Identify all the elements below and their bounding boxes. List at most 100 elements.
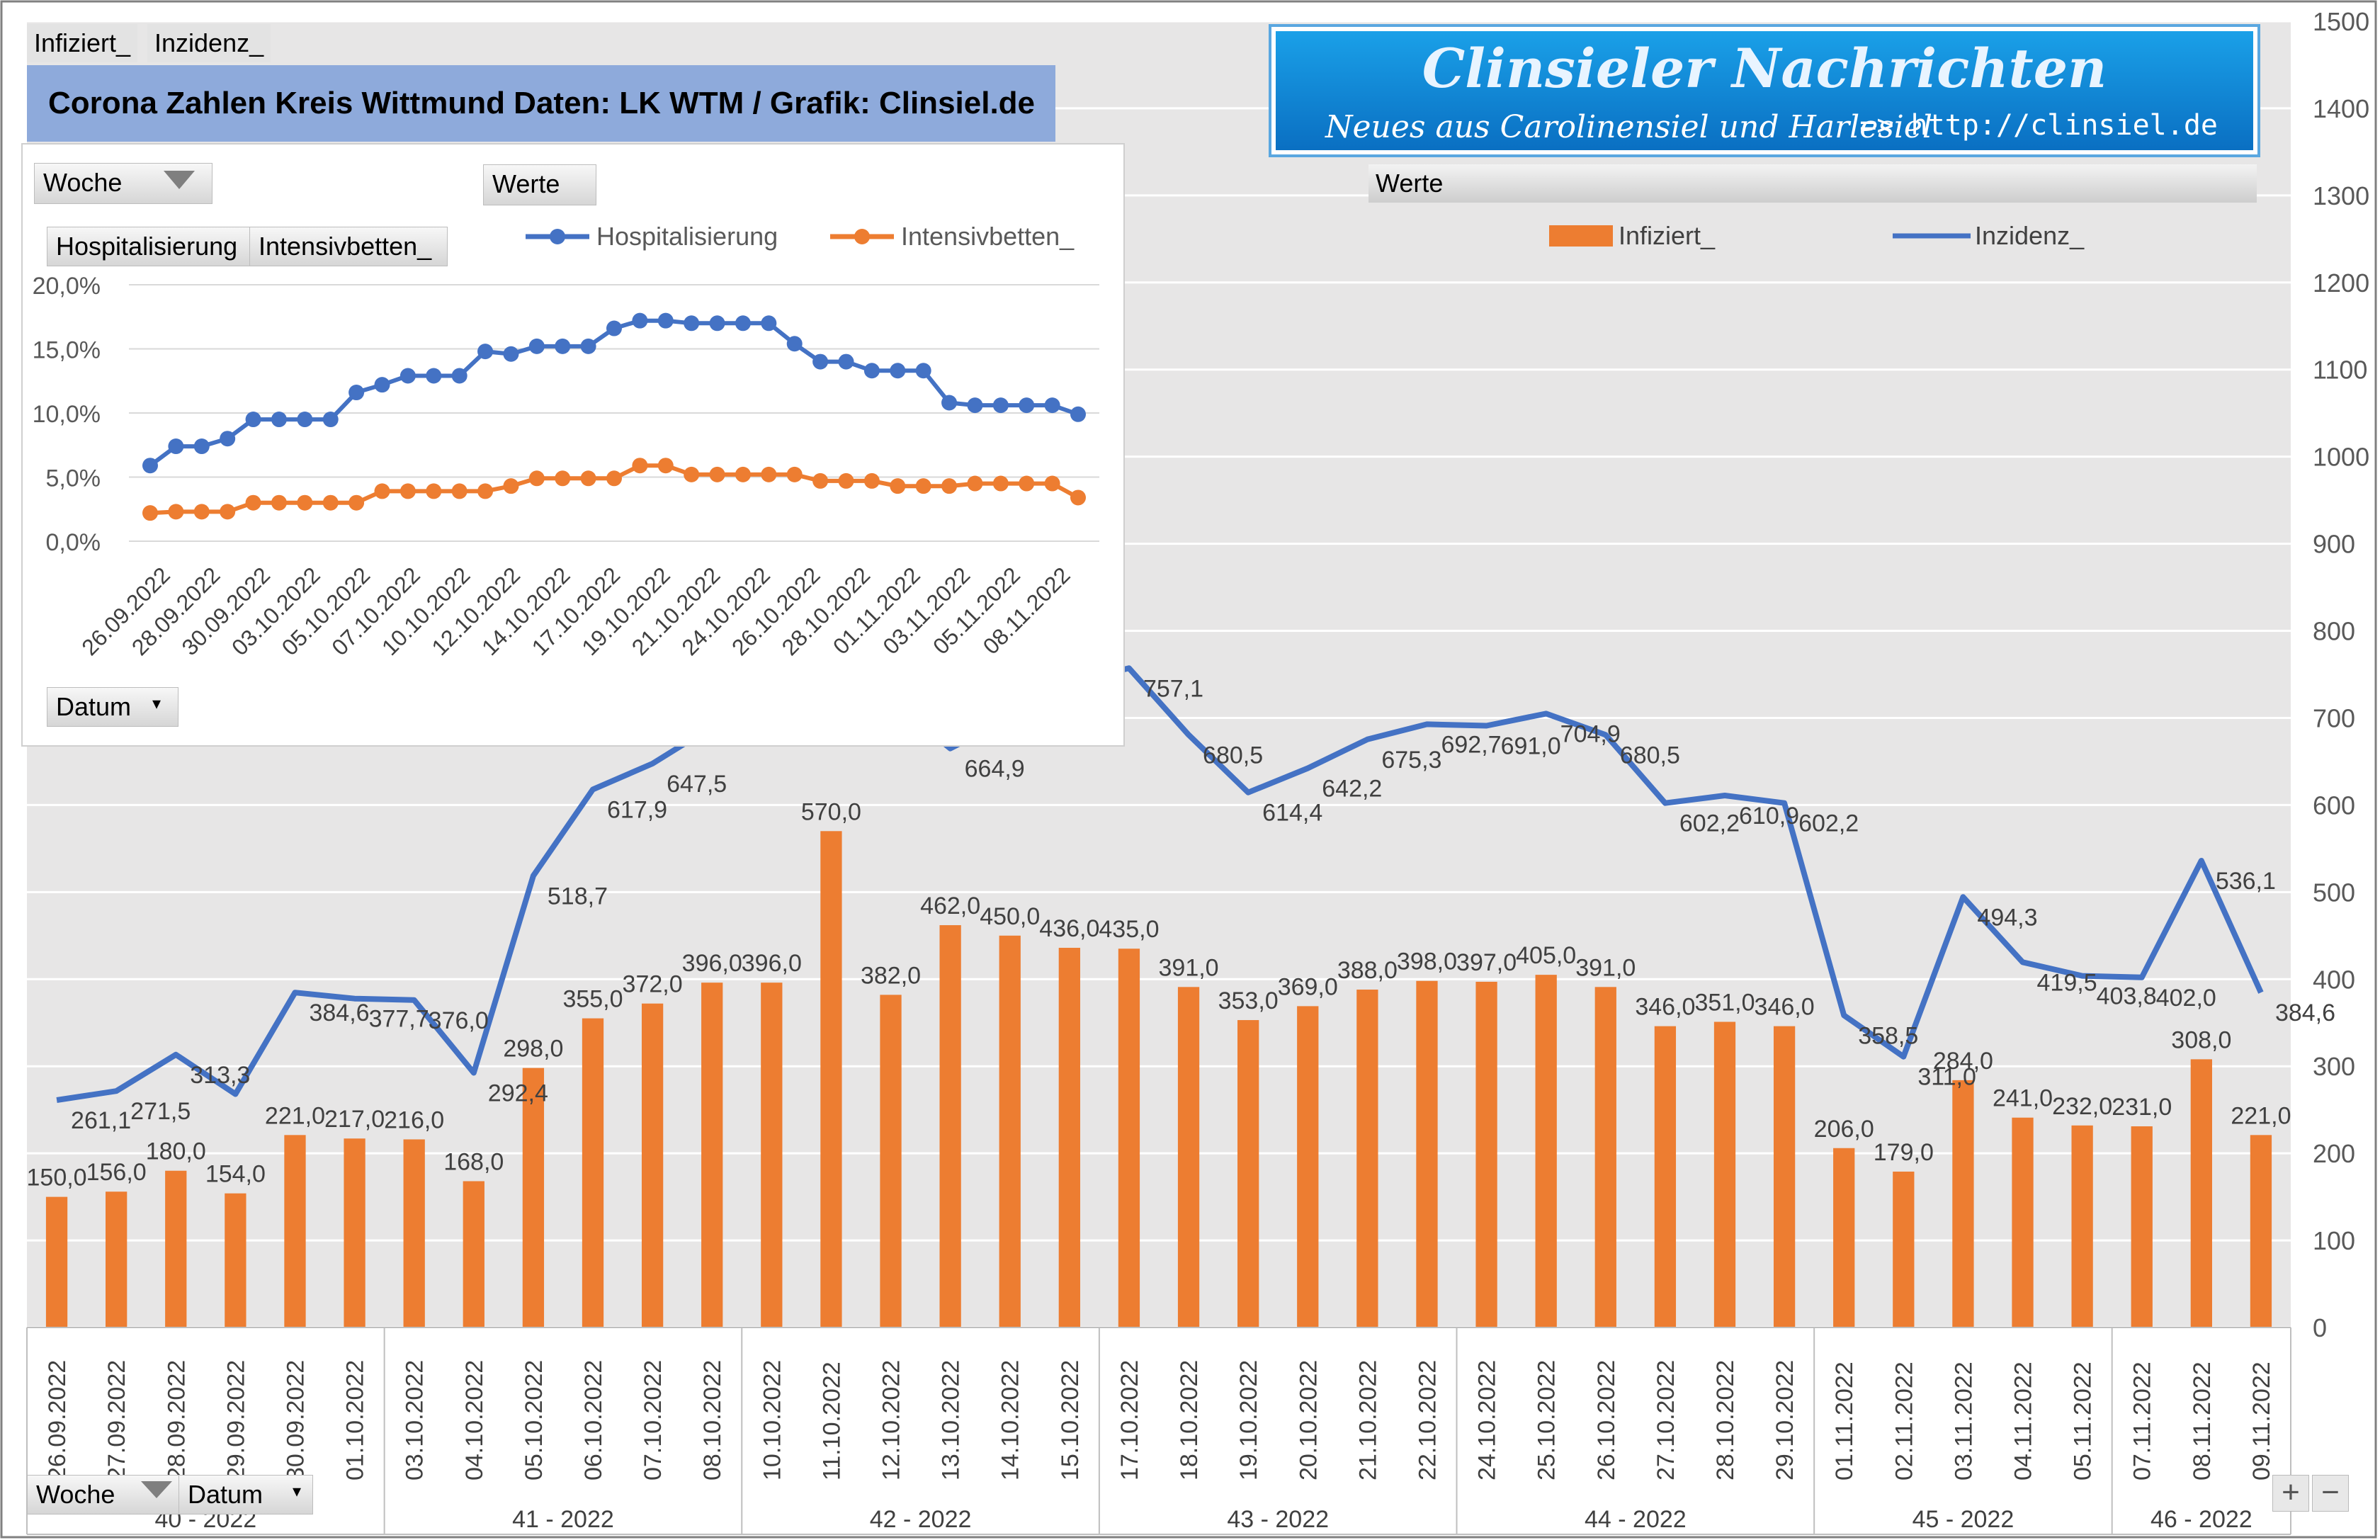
dropdown-icon: ▾ xyxy=(293,1482,302,1501)
inset-marker xyxy=(735,466,751,482)
bar-data-label: 405,0 xyxy=(1516,942,1576,969)
inset-woche-label: Woche xyxy=(43,168,123,197)
bar-data-label: 168,0 xyxy=(443,1148,504,1175)
datum-label: Datum xyxy=(188,1480,264,1509)
bar-data-label: 206,0 xyxy=(1814,1116,1874,1143)
inset-gridlines xyxy=(129,284,1099,542)
inset-marker xyxy=(374,377,390,393)
line-data-label: 692,7 xyxy=(1441,731,1501,758)
x-date-label: 13.10.2022 xyxy=(938,1360,965,1480)
inset-marker xyxy=(297,494,313,511)
inset-marker xyxy=(142,458,158,474)
x-week-group-label: 44 - 2022 xyxy=(1585,1506,1687,1533)
field-button-infiziert[interactable]: Infiziert_ xyxy=(27,24,138,62)
inset-marker xyxy=(348,494,365,511)
bar-data-label: 179,0 xyxy=(1874,1139,1934,1166)
line-data-label: 757,1 xyxy=(1143,675,1203,702)
y-tick-label: 1000 xyxy=(2313,443,2369,472)
inset-legend: Hospitalisierung Intensivbetten_ xyxy=(526,222,1075,251)
inset-field-intensivbetten[interactable]: Intensivbetten_ xyxy=(249,227,448,266)
inset-legend-hosp-label: Hospitalisierung xyxy=(596,222,778,251)
bar-data-label: 369,0 xyxy=(1278,973,1338,1000)
inset-y-tick-label: 5,0% xyxy=(46,465,101,492)
bar-data-label: 154,0 xyxy=(205,1161,266,1188)
inset-marker xyxy=(838,353,854,370)
x-date-label: 11.10.2022 xyxy=(818,1361,845,1480)
line-data-label: 384,6 xyxy=(2275,1000,2335,1026)
bar xyxy=(1356,990,1378,1327)
inset-y-tick-label: 0,0% xyxy=(46,529,101,556)
inset-marker xyxy=(1044,475,1060,492)
inset-marker xyxy=(657,458,674,474)
inset-datum-button[interactable]: Datum ▾ xyxy=(47,687,178,727)
inset-marker xyxy=(271,494,287,511)
inset-datum-label: Datum xyxy=(56,692,132,721)
line-data-label: 377,7 xyxy=(369,1006,429,1033)
bar-data-label: 308,0 xyxy=(2171,1026,2231,1053)
legend-infiziert-label: Infiziert_ xyxy=(1619,221,1716,250)
bar-data-label: 450,0 xyxy=(980,903,1040,930)
line-data-label: 494,3 xyxy=(1977,904,2037,931)
y-tick-label: 500 xyxy=(2313,878,2355,907)
bar-data-label: 232,0 xyxy=(2052,1093,2112,1120)
bar xyxy=(999,935,1021,1327)
bar-data-label: 221,0 xyxy=(265,1102,325,1129)
inset-marker xyxy=(271,412,287,428)
inset-marker xyxy=(193,438,210,455)
x-date-label: 26.10.2022 xyxy=(1593,1360,1620,1480)
inset-marker xyxy=(426,483,442,499)
line-data-label: 675,3 xyxy=(1381,747,1441,774)
x-axis: 26.09.2022 27.09.2022 28.09.2022 29.09.2022… xyxy=(26,1327,2291,1535)
bars-infiziert xyxy=(45,831,2272,1327)
zoom-out-button[interactable]: − xyxy=(2312,1475,2349,1512)
bar xyxy=(1773,1026,1796,1327)
inset-marker xyxy=(477,344,494,360)
inset-marker xyxy=(761,315,777,332)
bar xyxy=(45,1196,68,1327)
y-tick-label: 200 xyxy=(2313,1139,2355,1168)
bar-data-label: 231,0 xyxy=(2112,1094,2172,1121)
inset-marker xyxy=(297,412,313,428)
datum-filter-button[interactable]: Datum ▾ xyxy=(178,1475,313,1514)
inset-series-line xyxy=(149,318,1079,468)
line-data-label: 617,9 xyxy=(607,796,667,823)
line-inzidenz xyxy=(56,665,2264,1103)
inset-marker xyxy=(684,315,700,332)
inset-woche-button[interactable]: Woche xyxy=(34,163,212,204)
y-tick-label: 0 xyxy=(2313,1313,2327,1342)
line-data-label: 602,2 xyxy=(1679,810,1740,837)
zoom-in-button[interactable]: + xyxy=(2272,1475,2309,1512)
line-data-label: 376,0 xyxy=(429,1007,489,1034)
x-date-label: 22.10.2022 xyxy=(1414,1360,1441,1480)
inset-field-hospitalisierung[interactable]: Hospitalisierung xyxy=(47,227,268,266)
bar-data-label: 398,0 xyxy=(1397,949,1457,975)
bar xyxy=(106,1191,128,1327)
inset-marker xyxy=(890,478,906,494)
bar xyxy=(403,1139,425,1327)
inset-lines xyxy=(142,312,1086,521)
main-werte-label: Werte xyxy=(1368,164,2257,203)
main-legend: Infiziert_ Inzidenz_ xyxy=(1549,221,2085,250)
x-date-label: 20.10.2022 xyxy=(1295,1360,1322,1480)
x-date-label: 03.10.2022 xyxy=(402,1360,429,1480)
bar xyxy=(1118,949,1140,1327)
inset-marker xyxy=(348,385,365,401)
bar-data-label: 298,0 xyxy=(503,1036,563,1063)
line-data-label: 610,9 xyxy=(1739,803,1799,830)
bar-data-label: 241,0 xyxy=(1993,1085,2053,1112)
woche-filter-button[interactable]: Woche xyxy=(27,1475,183,1514)
filter-icon xyxy=(164,171,195,189)
chart-title: Corona Zahlen Kreis Wittmund Daten: LK W… xyxy=(27,65,1055,142)
inset-marker xyxy=(684,466,700,482)
inset-marker xyxy=(812,472,829,489)
inset-marker xyxy=(812,353,829,370)
inset-marker xyxy=(941,478,958,494)
bar xyxy=(939,925,961,1327)
y-tick-label: 300 xyxy=(2313,1052,2355,1081)
line-data-label: 614,4 xyxy=(1262,800,1322,827)
inset-marker xyxy=(555,338,571,354)
inset-x-axis: 26.09.202228.09.202230.09.202203.10.2022… xyxy=(76,562,1075,660)
inset-marker xyxy=(322,494,339,511)
field-button-inzidenz[interactable]: Inzidenz_ xyxy=(147,24,271,62)
bar xyxy=(1237,1020,1259,1327)
